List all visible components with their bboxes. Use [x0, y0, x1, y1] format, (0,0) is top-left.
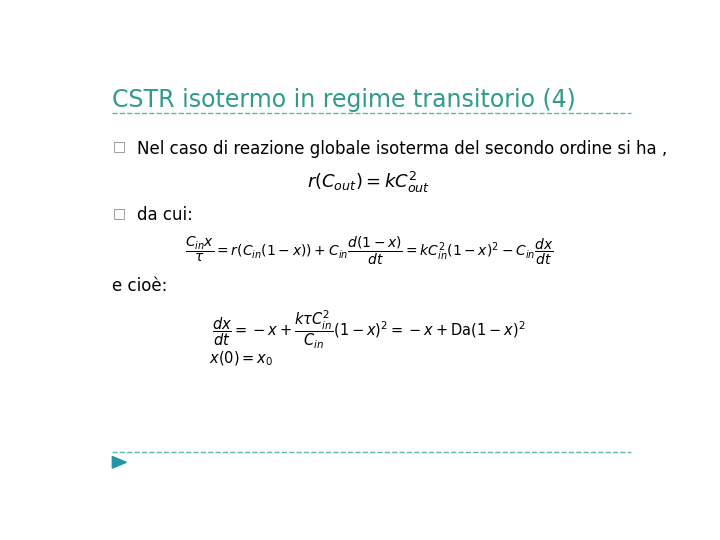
Text: $x(0)=x_0$: $x(0)=x_0$: [209, 349, 273, 368]
Text: $r\left(C_{out}\right)=kC_{out}^{2}$: $r\left(C_{out}\right)=kC_{out}^{2}$: [307, 170, 431, 195]
Text: $\dfrac{C_{in}x}{\tau}=r\left(C_{in}\left(1-x\right)\right)+C_{in}\dfrac{d(1-x)}: $\dfrac{C_{in}x}{\tau}=r\left(C_{in}\lef…: [185, 234, 553, 267]
Text: CSTR isotermo in regime transitorio (4): CSTR isotermo in regime transitorio (4): [112, 87, 576, 112]
Text: da cui:: da cui:: [138, 206, 193, 224]
Polygon shape: [112, 456, 126, 468]
Text: □: □: [112, 140, 125, 154]
Text: e cioè:: e cioè:: [112, 277, 168, 295]
Text: □: □: [112, 206, 125, 220]
Text: $\dfrac{dx}{dt}=-x+\dfrac{k\tau C_{in}^{2}}{C_{in}}\left(1-x\right)^{2}=-x+\math: $\dfrac{dx}{dt}=-x+\dfrac{k\tau C_{in}^{…: [212, 308, 526, 350]
Text: Nel caso di reazione globale isoterma del secondo ordine si ha ,: Nel caso di reazione globale isoterma de…: [138, 140, 667, 158]
